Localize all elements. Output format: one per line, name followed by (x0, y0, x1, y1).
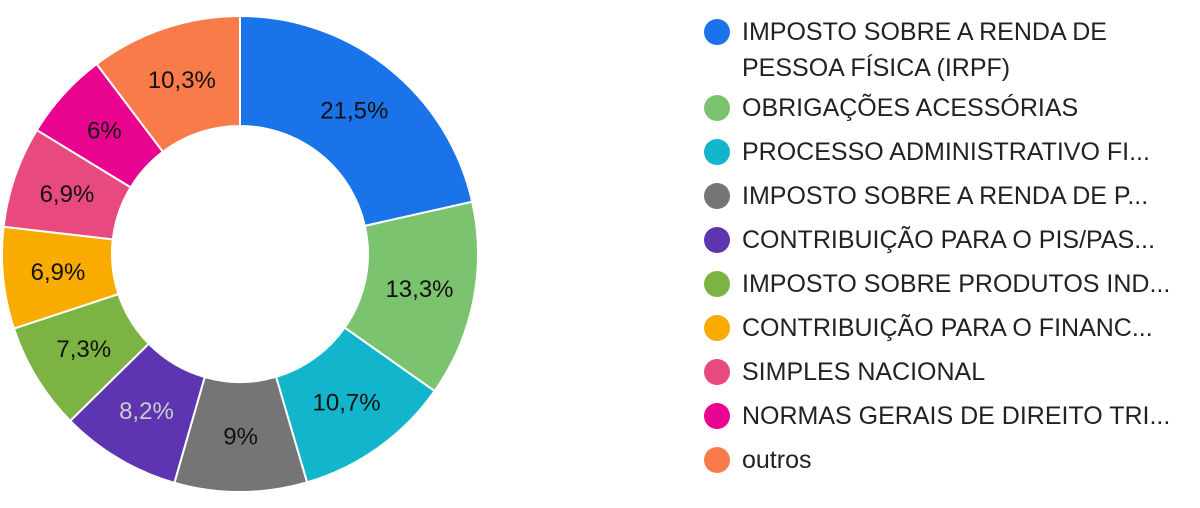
legend-item-9[interactable]: outros (704, 438, 1194, 482)
legend-item-3[interactable]: IMPOSTO SOBRE A RENDA DE P... (704, 174, 1194, 218)
legend-item-8[interactable]: NORMAS GERAIS DE DIREITO TRI... (704, 394, 1194, 438)
legend-swatch (704, 315, 730, 341)
legend-swatch (704, 95, 730, 121)
legend-swatch (704, 227, 730, 253)
legend-item-0[interactable]: IMPOSTO SOBRE A RENDA DE PESSOA FÍSICA (… (704, 10, 1194, 86)
slice-value-label-6: 6,9% (31, 259, 86, 286)
legend-swatch (704, 447, 730, 473)
legend-swatch (704, 403, 730, 429)
legend-item-2[interactable]: PROCESSO ADMINISTRATIVO FI... (704, 130, 1194, 174)
legend-label: IMPOSTO SOBRE A RENDA DE PESSOA FÍSICA (… (742, 18, 1107, 82)
slice-value-label-7: 6,9% (40, 181, 95, 208)
slice-value-label-9: 10,3% (148, 67, 216, 94)
slice-value-label-8: 6% (87, 118, 122, 145)
slice-value-label-0: 21,5% (320, 98, 388, 125)
donut-chart: 21,5% 13,3% 10,7% 9% 8,2% 7,3% 6,9% 6,9% 6% 10,3% (1, 14, 479, 493)
legend-label: CONTRIBUIÇÃO PARA O PIS/PAS... (742, 226, 1156, 254)
legend-label: OBRIGAÇÕES ACESSÓRIAS (742, 94, 1079, 122)
legend-label: CONTRIBUIÇÃO PARA O FINANC... (742, 314, 1153, 342)
legend-label: NORMAS GERAIS DE DIREITO TRI... (742, 402, 1171, 430)
legend-label: outros (742, 446, 812, 474)
legend-label: SIMPLES NACIONAL (742, 358, 986, 386)
legend-label: PROCESSO ADMINISTRATIVO FI... (742, 138, 1150, 166)
legend-label: IMPOSTO SOBRE A RENDA DE P... (742, 182, 1149, 210)
legend-swatch (704, 271, 730, 297)
legend-item-7[interactable]: SIMPLES NACIONAL (704, 350, 1194, 394)
legend-item-6[interactable]: CONTRIBUIÇÃO PARA O FINANC... (704, 306, 1194, 350)
legend-swatch (704, 359, 730, 385)
legend-swatch (704, 19, 730, 45)
slice-value-label-1: 13,3% (385, 276, 453, 303)
legend-item-4[interactable]: CONTRIBUIÇÃO PARA O PIS/PAS... (704, 218, 1194, 262)
legend-item-1[interactable]: OBRIGAÇÕES ACESSÓRIAS (704, 86, 1194, 130)
slice-value-label-2: 10,7% (313, 389, 381, 416)
legend-label: IMPOSTO SOBRE PRODUTOS IND... (742, 270, 1171, 298)
chart-legend: IMPOSTO SOBRE A RENDA DE PESSOA FÍSICA (… (704, 10, 1194, 482)
donut-slice-0[interactable] (239, 14, 474, 228)
legend-item-5[interactable]: IMPOSTO SOBRE PRODUTOS IND... (704, 262, 1194, 306)
slice-value-label-5: 7,3% (56, 336, 111, 363)
legend-swatch (704, 183, 730, 209)
slice-value-label-3: 9% (223, 423, 258, 450)
slice-value-label-4: 8,2% (119, 398, 174, 425)
donut-slice-9[interactable] (95, 14, 241, 154)
legend-swatch (704, 139, 730, 165)
